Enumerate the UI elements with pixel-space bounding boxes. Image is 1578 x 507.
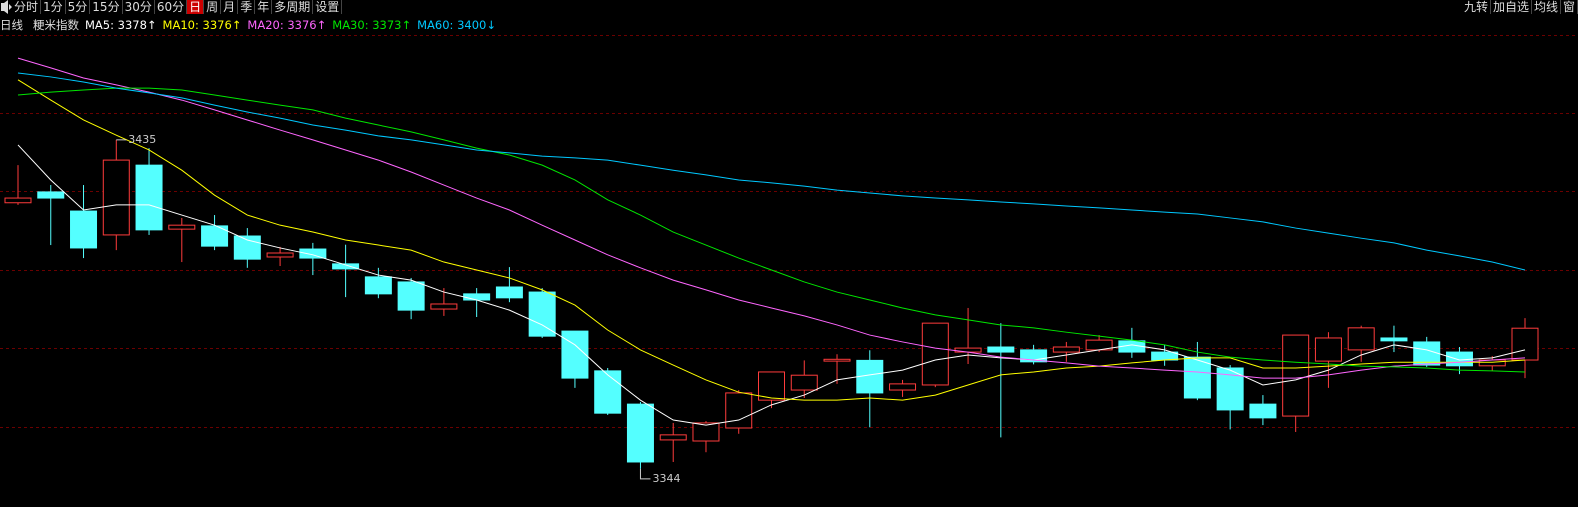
period-button[interactable]: 60分 <box>155 0 188 14</box>
period-button[interactable]: 分时 <box>12 0 42 14</box>
period-button[interactable]: 设置 <box>313 0 343 14</box>
candle-body <box>758 371 785 401</box>
legend-entry: MA5: 3378↑ <box>85 18 157 32</box>
candle-body <box>463 293 491 301</box>
candle-body <box>102 159 130 236</box>
tool-button[interactable]: 加自选 <box>1491 0 1532 14</box>
period-label: 日线 <box>0 18 23 32</box>
candle-body <box>594 370 622 414</box>
candle-body <box>692 422 720 442</box>
candle-body <box>790 374 818 391</box>
candle-body <box>332 263 360 270</box>
candle-body <box>889 383 917 391</box>
instrument-name: 粳米指数 <box>33 18 79 32</box>
legend-entry: MA60: 3400↓ <box>417 18 496 32</box>
menu-icon[interactable] <box>0 0 12 14</box>
candle-body <box>430 303 458 310</box>
candle-body <box>1413 341 1441 366</box>
min-pointer <box>639 468 651 480</box>
ma-line <box>17 72 1526 271</box>
candle-body <box>1511 327 1539 361</box>
candle-body <box>921 322 949 386</box>
legend-entry: MA30: 3373↑ <box>332 18 412 32</box>
period-button[interactable]: 30分 <box>123 0 155 14</box>
tool-button[interactable]: 九转 <box>1462 0 1491 14</box>
period-button[interactable]: 季 <box>238 0 256 14</box>
legend-entry: MA20: 3376↑ <box>247 18 327 32</box>
candle-body <box>37 191 65 199</box>
candle-body <box>201 225 229 247</box>
ma-line <box>17 144 1526 426</box>
period-button[interactable]: 年 <box>255 0 273 14</box>
candle-body <box>1052 346 1080 353</box>
candle-body <box>659 434 687 441</box>
candle-body <box>299 248 327 259</box>
ma-line <box>17 87 1526 373</box>
period-button[interactable]: 周 <box>204 0 222 14</box>
candle-body <box>168 224 196 230</box>
candle-body <box>561 330 589 379</box>
candle-body <box>528 291 556 337</box>
period-button[interactable]: 1分 <box>41 0 66 14</box>
candle-body <box>1183 356 1211 399</box>
candle-body <box>397 281 425 311</box>
period-button[interactable]: 多周期 <box>272 0 314 14</box>
candle-body <box>364 276 392 295</box>
min-label: 3344 <box>652 472 680 485</box>
period-button[interactable]: 日 <box>187 0 205 14</box>
candle-body <box>1347 327 1375 351</box>
period-button[interactable]: 15分 <box>90 0 123 14</box>
legend-row: 日线 粳米指数 MA5: 3378↑ MA10: 3376↑ MA20: 3376↑… <box>0 17 496 33</box>
candle-body <box>1151 351 1179 361</box>
candle-body <box>987 346 1015 353</box>
ma-line <box>17 79 1526 401</box>
ma-line <box>17 57 1526 379</box>
tool-buttons: 九转 加自选 均线窗 <box>1462 0 1578 15</box>
legend-entry: MA10: 3376↑ <box>162 18 242 32</box>
tool-button[interactable]: 均线 <box>1532 0 1561 14</box>
candle-body <box>495 286 523 299</box>
period-buttons: 分时 1分 5分 15分 30分 60分日周月季年多周期 设置 <box>0 0 343 15</box>
candle-body <box>1314 337 1342 362</box>
candle-body <box>266 252 294 258</box>
toolbar: 分时 1分 5分 15分 30分 60分日周月季年多周期 设置 九转 加自选 均线窗 <box>0 0 1578 15</box>
candle-body <box>823 358 851 362</box>
candle-body <box>70 210 98 249</box>
candle-body <box>135 164 163 231</box>
candle-body <box>1249 403 1277 419</box>
period-button[interactable]: 5分 <box>66 0 91 14</box>
period-button[interactable]: 月 <box>221 0 239 14</box>
candle-body <box>1282 334 1310 417</box>
candle-body <box>1380 337 1408 342</box>
tool-button[interactable]: 窗 <box>1561 0 1578 14</box>
candle-body <box>4 197 32 204</box>
candle-body <box>626 403 654 463</box>
max-label: 3435 <box>128 133 156 146</box>
candle-body <box>1020 349 1048 363</box>
candle-body <box>725 392 753 429</box>
candle-body <box>954 347 982 353</box>
